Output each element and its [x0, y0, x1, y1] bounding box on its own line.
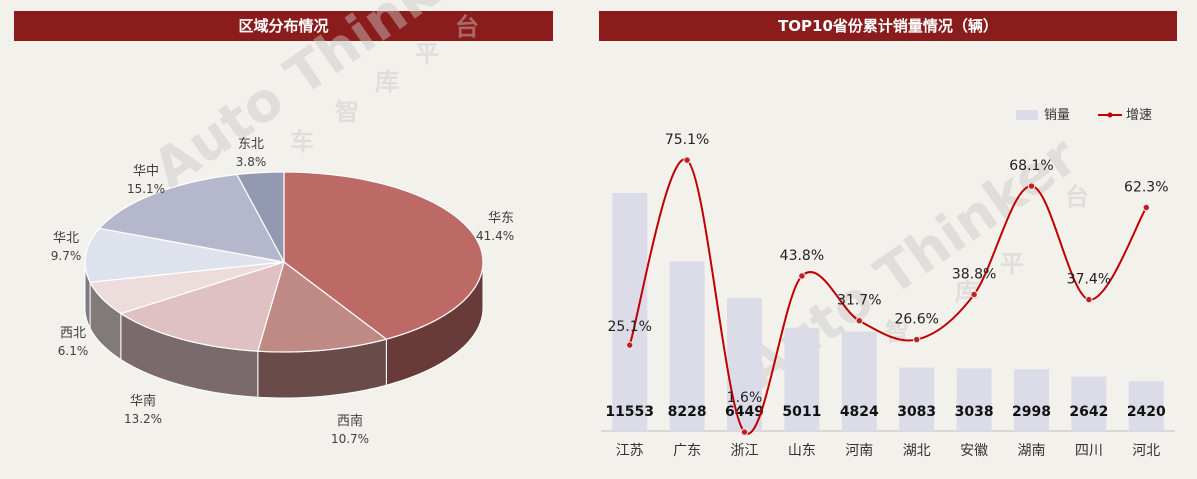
growth-value-label: 75.1% [665, 132, 709, 148]
pie-slice [119, 261, 285, 352]
combo-chart: 销量 增速 11553 8228 6449 5011 4824 3083 3038 2998 2… [601, 108, 1175, 459]
growth-value-label: 62.3% [1124, 179, 1168, 195]
pie-label-pct: 3.8% [236, 155, 267, 169]
bar [956, 368, 992, 431]
growth-marker [1085, 295, 1093, 304]
growth-marker [798, 272, 806, 280]
bar [1128, 381, 1164, 431]
bar [669, 261, 705, 431]
watermark-char: 台 [455, 13, 479, 41]
watermark-char: 台 [1065, 183, 1089, 211]
pie-label-pct: 10.7% [331, 432, 369, 446]
bar-value-label: 2998 [1012, 404, 1051, 420]
legend-bar-label: 销量 [1044, 108, 1070, 123]
x-tick-label: 四川 [1075, 443, 1103, 459]
watermark-char: 平 [1000, 250, 1024, 278]
bar-value-label: 11553 [605, 404, 654, 420]
pie-label-name: 东北 [238, 137, 264, 152]
pie-label-pct: 15.1% [127, 182, 165, 196]
pie-slice [257, 260, 388, 353]
growth-value-label: 26.6% [894, 312, 938, 328]
bar-value-label: 8228 [668, 404, 707, 420]
bar-value-label: 2420 [1127, 404, 1166, 420]
legend-bar-swatch [1016, 110, 1038, 120]
bar [612, 193, 648, 431]
growth-value-label: 37.4% [1067, 272, 1111, 288]
growth-marker [1142, 203, 1151, 212]
growth-marker [626, 341, 634, 349]
bar-value-label: 5011 [782, 404, 821, 420]
pie-chart: 华东 41.4% 西南 10.7% 华南 13.2% 西北 6.1% 华北 9.7% 华中 15.1%… [51, 137, 514, 446]
pie-label-pct: 13.2% [124, 412, 162, 426]
pie-label-name: 华中 [133, 164, 159, 179]
bar [1014, 369, 1049, 431]
chart-legend: 销量 增速 [1016, 108, 1152, 123]
bar [1071, 376, 1107, 431]
pie-label-pct: 41.4% [476, 229, 514, 243]
x-tick-label: 江苏 [616, 443, 644, 459]
bar [841, 331, 877, 431]
pie-label-name: 华东 [488, 211, 514, 226]
bar-value-label: 2642 [1069, 404, 1108, 420]
pie-slice [235, 171, 285, 263]
growth-marker [855, 317, 863, 325]
watermark-brand: Auto Thinker [141, 0, 498, 201]
bar [727, 298, 762, 431]
x-tick-label: 河北 [1132, 443, 1160, 459]
growth-value-label: 1.6% [727, 390, 763, 406]
pie-slice [84, 227, 285, 283]
bar-value-label: 3083 [897, 404, 936, 420]
growth-marker [970, 290, 978, 299]
growth-value-label: 25.1% [607, 319, 651, 335]
pie-label-name: 华北 [53, 231, 79, 246]
pie-label-pct: 6.1% [58, 344, 89, 358]
pie-label-name: 西北 [60, 326, 86, 341]
x-tick-label: 山东 [788, 443, 816, 459]
legend-line-label: 增速 [1126, 108, 1152, 123]
x-tick-label: 湖南 [1018, 443, 1046, 459]
pie-label-name: 西南 [337, 413, 363, 429]
watermark-char: 智 [885, 318, 909, 346]
bar-value-label: 3038 [955, 404, 994, 420]
legend-line-marker [1107, 112, 1113, 118]
bar-value-label: 4824 [840, 404, 879, 420]
bar [784, 327, 820, 431]
bar [899, 367, 935, 431]
growth-value-label: 68.1% [1009, 158, 1053, 174]
growth-value-label: 31.7% [837, 293, 881, 309]
combo-chart-title: TOP10省份累计销量情况（辆） [599, 11, 1177, 41]
growth-marker [740, 428, 749, 436]
pie-label-name: 华南 [130, 393, 156, 409]
pie-label-pct: 9.7% [51, 249, 82, 263]
pie-slice [89, 261, 285, 315]
growth-value-label: 38.8% [952, 266, 996, 282]
watermark-char: 智 [335, 98, 359, 126]
growth-marker [913, 335, 921, 344]
pie-slice [98, 173, 286, 263]
growth-marker [1027, 182, 1036, 190]
x-tick-label: 河南 [845, 443, 873, 459]
pie-chart-title: 区域分布情况 [14, 11, 553, 41]
x-tick-label: 安徽 [960, 443, 988, 459]
growth-value-label: 43.8% [780, 248, 824, 264]
growth-marker [683, 156, 691, 164]
watermark-char: 车 [290, 128, 314, 156]
x-tick-label: 湖北 [903, 443, 931, 459]
pie-slice [283, 171, 484, 340]
watermark-char: 库 [375, 68, 399, 96]
x-tick-label: 浙江 [731, 443, 759, 459]
x-tick-label: 广东 [673, 443, 701, 459]
watermark-char: 平 [415, 40, 439, 68]
